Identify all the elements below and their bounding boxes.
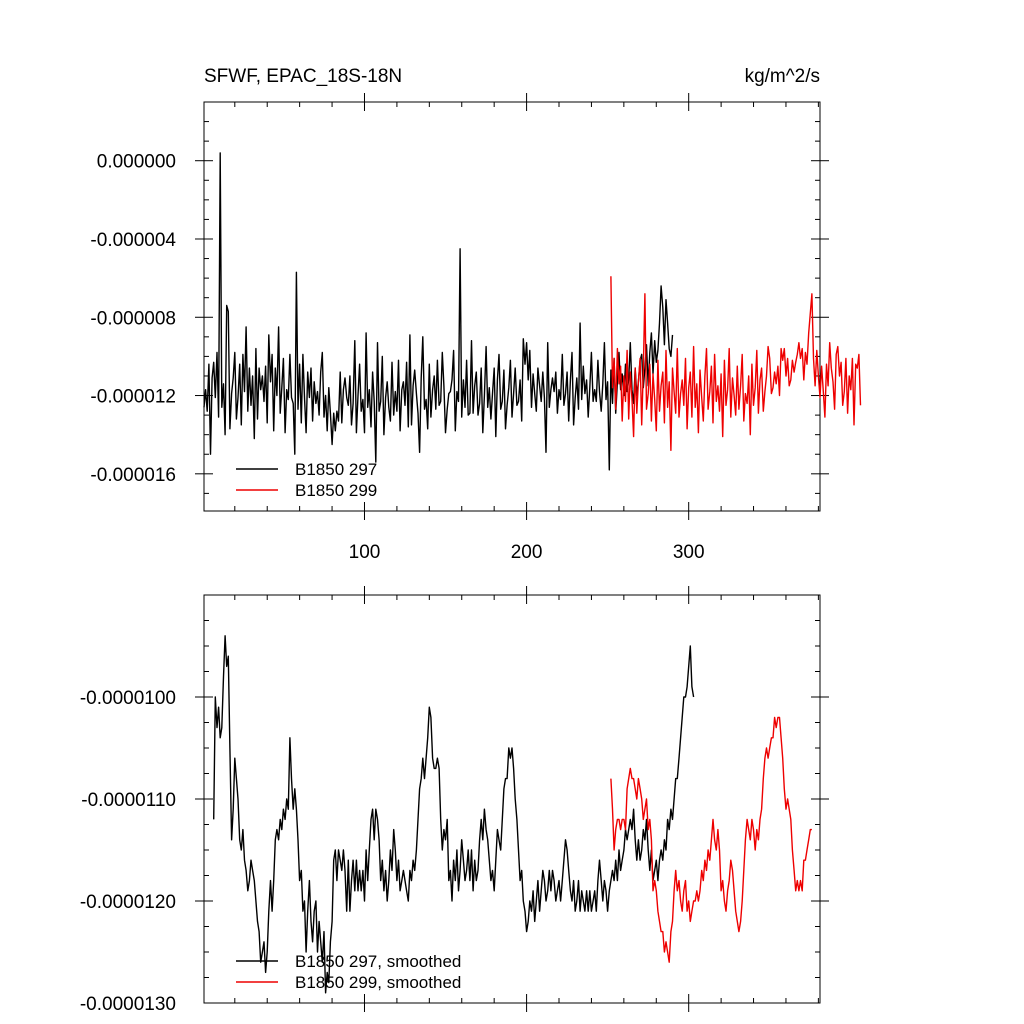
- series-line-1: [203, 152, 674, 471]
- legend-label: B1850 299, smoothed: [295, 973, 461, 992]
- y-tick-label: -0.000012: [90, 387, 176, 408]
- top-series: [203, 152, 862, 471]
- chart-title: SFWF, EPAC_18S-18N: [204, 66, 402, 87]
- y-tick-label: 0.000000: [97, 152, 176, 173]
- bottom-series: [213, 635, 812, 994]
- sfwf-raw-panel: SFWF, EPAC_18S-18N kg/m^2/s 100 200 300 0.0…: [90, 66, 862, 563]
- y-tick-label: -0.0000100: [80, 688, 176, 709]
- y-tick-label: -0.0000120: [80, 892, 176, 913]
- x-tick-label: 100: [349, 542, 381, 563]
- plot-frame: [203, 101, 821, 512]
- y-tick-label: -0.000016: [90, 465, 176, 486]
- top-axes: 100 200 300 0.000000 -0.000004 -0.000008 -0.00…: [90, 93, 829, 563]
- plot-frame: [203, 594, 821, 1004]
- series-line-2: [610, 276, 862, 451]
- x-tick-label: 200: [511, 542, 543, 563]
- bottom-axes: -0.0000100 -0.0000110 -0.0000120 -0.0000130: [80, 586, 829, 1015]
- bottom-legend: B1850 297, smoothed B1850 299, smoothed: [236, 952, 461, 992]
- series-line-1: [213, 635, 695, 994]
- y-tick-label: -0.0000110: [81, 790, 176, 811]
- legend-label: B1850 297, smoothed: [295, 952, 461, 971]
- y-tick-label: -0.0000130: [80, 994, 176, 1015]
- top-legend: B1850 297 B1850 299: [236, 460, 377, 500]
- y-tick-label: -0.000008: [90, 308, 176, 329]
- sfwf-smoothed-panel: -0.0000100 -0.0000110 -0.0000120 -0.0000130…: [80, 586, 829, 1015]
- x-tick-label: 300: [673, 542, 705, 563]
- series-line-2: [610, 716, 812, 963]
- y-tick-label: -0.000004: [90, 230, 176, 251]
- legend-label: B1850 299: [295, 481, 377, 500]
- legend-label: B1850 297: [295, 460, 377, 479]
- units-label: kg/m^2/s: [745, 66, 820, 87]
